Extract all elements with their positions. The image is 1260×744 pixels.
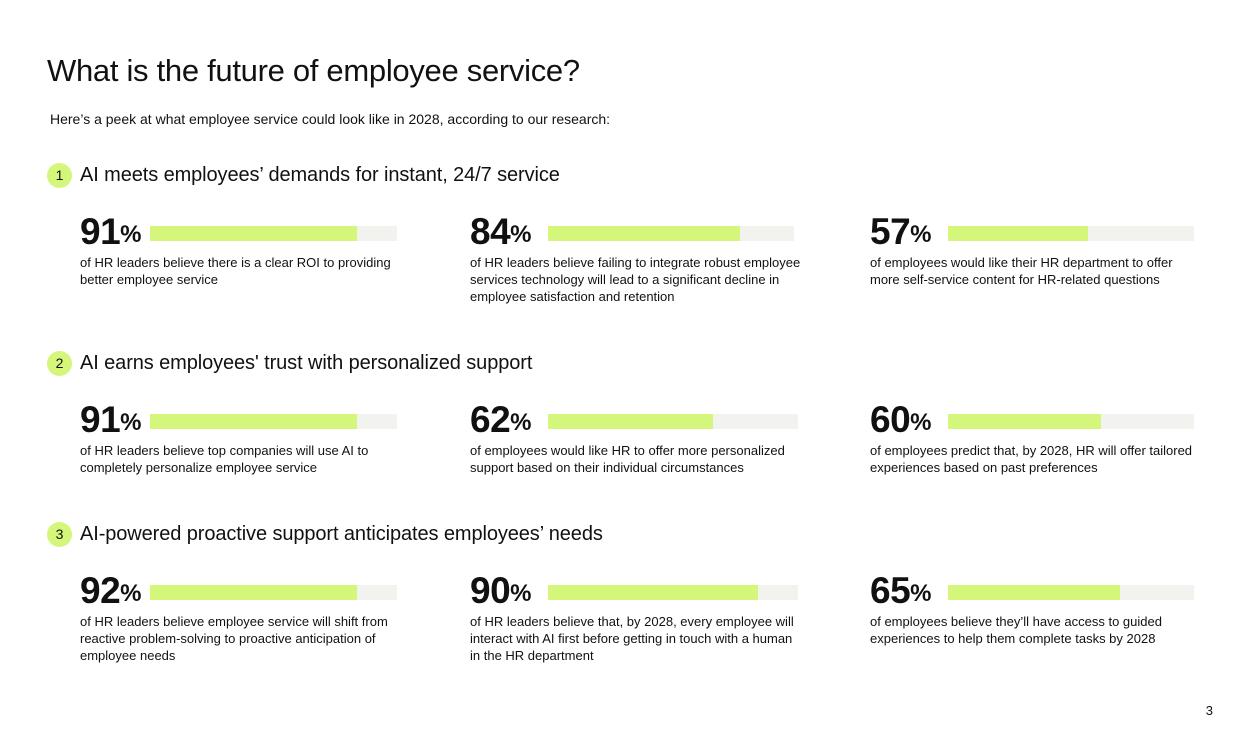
stat-card: 84% of HR leaders believe failing to int… xyxy=(470,210,805,305)
stat-bar-fill xyxy=(150,585,358,600)
page-number: 3 xyxy=(1205,703,1213,718)
stat-card: 91% of HR leaders believe there is a cle… xyxy=(80,210,410,288)
stat-bar-fill xyxy=(548,414,713,429)
section-3: 3 AI-powered proactive support anticipat… xyxy=(47,521,1207,663)
stat-value: 91 xyxy=(80,211,121,252)
stat-description: of HR leaders believe that, by 2028, eve… xyxy=(470,614,794,663)
section-header: 2 AI earns employees' trust with persona… xyxy=(47,350,1207,376)
stat-bar-track xyxy=(150,226,397,241)
stat-bar-fill xyxy=(150,226,358,241)
stat-description: of employees predict that, by 2028, HR w… xyxy=(870,443,1193,475)
stat-bar-fill xyxy=(948,414,1101,429)
stat-bar-fill xyxy=(150,414,358,429)
section-header: 1 AI meets employees’ demands for instan… xyxy=(47,162,1207,188)
stat-unit: % xyxy=(510,409,532,436)
stat-bar-track xyxy=(150,585,397,600)
stat-bar-track xyxy=(548,414,798,429)
stat-bar-fill xyxy=(548,226,740,241)
stat-bar-track xyxy=(548,226,794,241)
stat-value: 57 xyxy=(870,211,911,252)
stat-value: 91 xyxy=(80,399,121,440)
stat-card: 91% of HR leaders believe top companies … xyxy=(80,398,410,476)
section-number-badge: 2 xyxy=(47,350,72,376)
stat-bar-track xyxy=(948,585,1194,600)
section-title: AI meets employees’ demands for instant,… xyxy=(80,164,560,186)
section-2: 2 AI earns employees' trust with persona… xyxy=(47,350,1207,475)
stat-unit: % xyxy=(510,580,532,607)
stat-bar-fill xyxy=(948,585,1121,600)
page-title: What is the future of employee service? xyxy=(47,53,580,88)
stat-bar-track xyxy=(948,414,1194,429)
stat-unit: % xyxy=(120,409,142,436)
stat-unit: % xyxy=(510,221,532,248)
stat-card: 90% of HR leaders believe that, by 2028,… xyxy=(470,569,805,664)
stat-unit: % xyxy=(910,580,932,607)
stat-bar-fill xyxy=(948,226,1089,241)
stat-card: 60% of employees predict that, by 2028, … xyxy=(870,398,1200,476)
stat-value: 92 xyxy=(80,570,121,611)
stat-description: of employees would like HR to offer more… xyxy=(470,443,785,475)
stat-card: 57% of employees would like their HR dep… xyxy=(870,210,1200,288)
stat-card: 62% of employees would like HR to offer … xyxy=(470,398,805,476)
stat-bar-track xyxy=(948,226,1194,241)
stat-description: of HR leaders believe top companies will… xyxy=(80,443,369,475)
stat-description: of HR leaders believe there is a clear R… xyxy=(80,255,391,287)
stat-value: 65 xyxy=(870,570,911,611)
stat-bar-track xyxy=(548,585,798,600)
stat-value: 62 xyxy=(470,399,511,440)
stat-card: 92% of HR leaders believe employee servi… xyxy=(80,569,410,664)
section-number-badge: 3 xyxy=(47,521,72,547)
stat-bar-track xyxy=(150,414,397,429)
page-subtitle: Here’s a peek at what employee service c… xyxy=(50,111,611,127)
stat-unit: % xyxy=(910,409,932,436)
stat-description: of HR leaders believe failing to integra… xyxy=(470,255,801,304)
stat-value: 90 xyxy=(470,570,511,611)
stat-value: 84 xyxy=(470,211,511,252)
section-number-badge: 1 xyxy=(47,162,72,188)
stat-value: 60 xyxy=(870,399,911,440)
stat-unit: % xyxy=(910,221,932,248)
stat-unit: % xyxy=(120,580,142,607)
stat-description: of employees believe they’ll have access… xyxy=(870,614,1162,646)
section-title: AI earns employees' trust with personali… xyxy=(80,352,533,374)
stat-description: of HR leaders believe employee service w… xyxy=(80,614,388,663)
stat-description: of employees would like their HR departm… xyxy=(870,255,1173,287)
stat-bar-fill xyxy=(548,585,758,600)
section-header: 3 AI-powered proactive support anticipat… xyxy=(47,521,1207,547)
section-1: 1 AI meets employees’ demands for instan… xyxy=(47,162,1207,304)
section-title: AI-powered proactive support anticipates… xyxy=(80,523,603,545)
stat-unit: % xyxy=(120,221,142,248)
stat-card: 65% of employees believe they’ll have ac… xyxy=(870,569,1200,647)
